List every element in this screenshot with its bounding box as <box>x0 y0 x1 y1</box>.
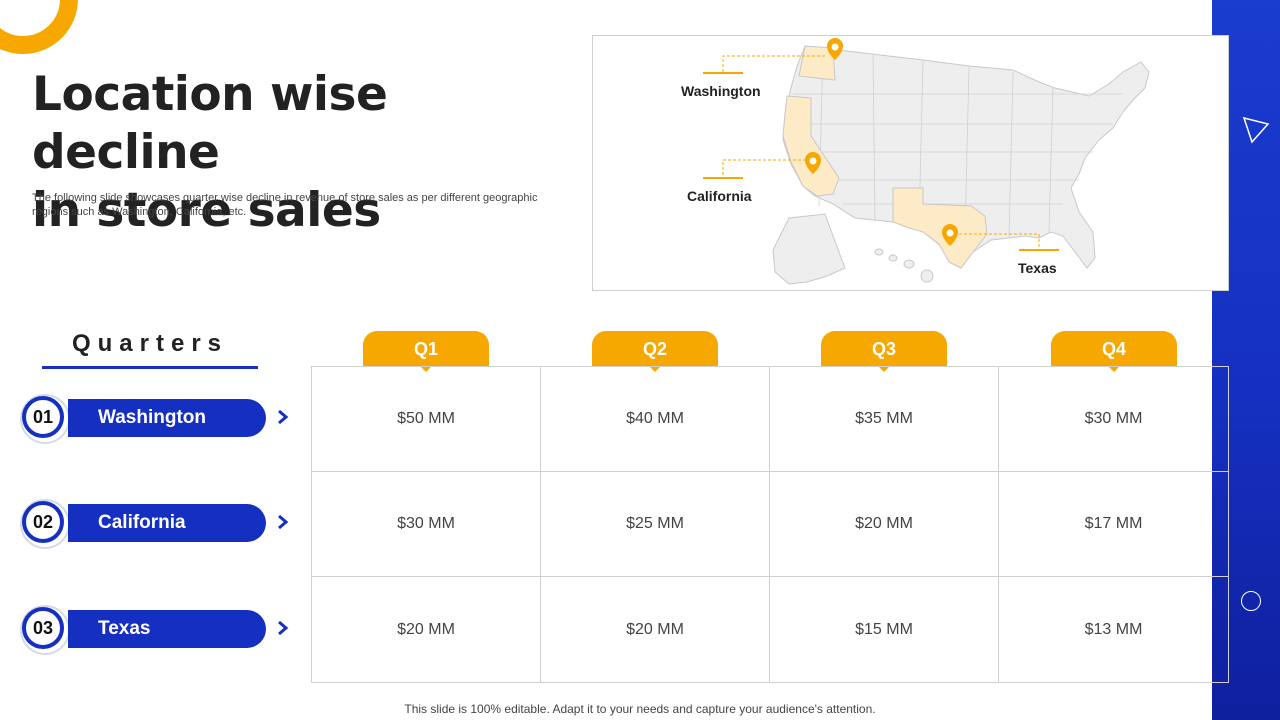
table-cell: $20 MM <box>312 577 541 682</box>
triangle-icon <box>1242 116 1270 144</box>
footer-note: This slide is 100% editable. Adapt it to… <box>404 702 876 716</box>
quarter-tab-q3: Q3 <box>821 331 947 372</box>
quarter-tab-q1: Q1 <box>363 331 489 372</box>
table-cell: $25 MM <box>541 472 770 577</box>
table-cell: $30 MM <box>999 367 1228 472</box>
quarters-underline <box>42 366 258 369</box>
map-label-california: California <box>687 188 752 204</box>
location-number: 03 <box>22 607 64 649</box>
circle-icon <box>1241 591 1261 611</box>
table-cell: $35 MM <box>770 367 999 472</box>
page-subtitle: The following slide showcases quarter wi… <box>32 192 538 218</box>
table-cell: $17 MM <box>999 472 1228 577</box>
quarter-tab-q4: Q4 <box>1051 331 1177 372</box>
location-pin-icon <box>827 38 843 60</box>
table-cell: $30 MM <box>312 472 541 577</box>
chevron-right-icon <box>278 514 289 530</box>
page-title: Location wise decline in store sales <box>32 66 572 240</box>
table-cell: $20 MM <box>541 577 770 682</box>
location-row-washington: 01 Washington <box>20 394 290 454</box>
location-pin-icon <box>942 224 958 246</box>
chevron-right-icon <box>278 409 289 425</box>
location-label: California <box>68 504 266 542</box>
chevron-right-icon <box>278 620 289 636</box>
sales-table: $50 MM $40 MM $35 MM $30 MM $30 MM $25 M… <box>311 366 1229 683</box>
location-pin-icon <box>805 152 821 174</box>
table-cell: $15 MM <box>770 577 999 682</box>
table-cell: $50 MM <box>312 367 541 472</box>
location-number: 02 <box>22 501 64 543</box>
title-line-2: in store sales <box>32 183 381 238</box>
location-row-california: 02 California <box>20 499 290 559</box>
table-cell: $20 MM <box>770 472 999 577</box>
table-cell: $40 MM <box>541 367 770 472</box>
location-label: Texas <box>68 610 266 648</box>
table-cell: $13 MM <box>1084 620 1143 638</box>
us-map <box>703 38 1150 285</box>
location-number: 01 <box>22 396 64 438</box>
map-label-texas: Texas <box>1018 260 1057 276</box>
us-map-panel: Washington California Texas <box>592 35 1229 291</box>
decorative-ring <box>0 0 78 54</box>
location-label: Washington <box>68 399 266 437</box>
location-row-texas: 03 Texas <box>20 605 290 665</box>
title-line-1: Location wise decline <box>32 67 388 180</box>
map-label-washington: Washington <box>681 83 761 99</box>
quarters-heading: Quarters <box>71 330 229 357</box>
quarter-tab-q2: Q2 <box>592 331 718 372</box>
